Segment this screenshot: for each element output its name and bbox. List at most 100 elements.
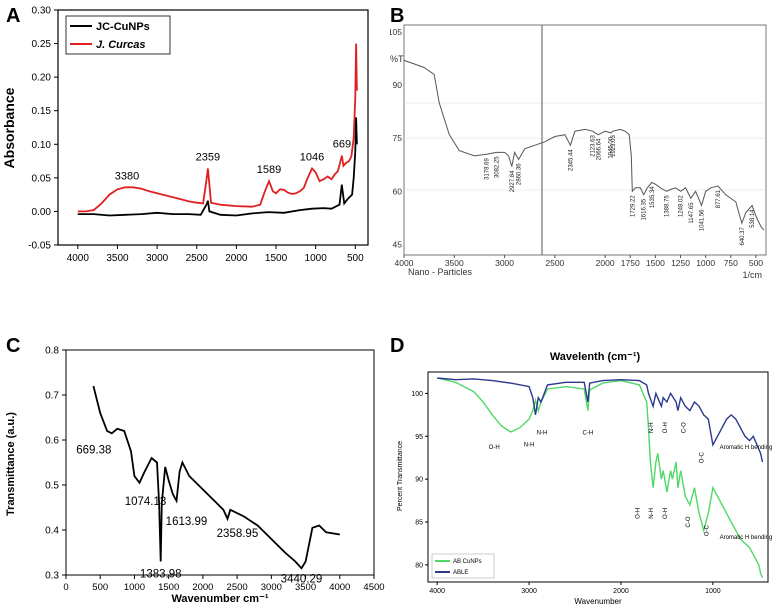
- series-group-a: [77, 43, 358, 217]
- axis-ticks-b: 4000 3500 3000 2500 2000 1750 1500 1250 1000 750 5…: [390, 27, 763, 268]
- peak-label-b: 1945.00: [609, 136, 615, 158]
- x-tick-label-b: 2000: [596, 258, 615, 268]
- series-group-c: [92, 385, 340, 570]
- chart-panel-b: B 4000 3500 3000 2500 2000 1750 1500 1250 1000 75…: [390, 5, 767, 280]
- series-line-transmittance: [92, 385, 340, 570]
- axis-ticks-c: 0 500 1000 1500 2000 2500 3000 3500 4000 4500 0.3 0…: [45, 346, 384, 594]
- peak-label-b: 2066.64: [596, 138, 602, 160]
- legend-label-jc-cunps: JC-CuNPs: [96, 21, 150, 33]
- annotation-d: N-H: [649, 508, 655, 519]
- annotation-d: O-H: [489, 445, 500, 451]
- axis-ticks-d: 4000 3000 2000 1000 100 95 90 85 80: [411, 391, 720, 595]
- x-tick-label-c: 3000: [261, 582, 282, 593]
- legend-a: JC-CuNPs J. Curcas: [65, 15, 171, 55]
- peak-label-b: 3082.25: [494, 156, 500, 178]
- annotation-d: Aromatic H bending: [720, 535, 773, 541]
- y-tick-label-d: 100: [411, 391, 423, 398]
- x-tick-label-c: 2000: [192, 582, 213, 593]
- peak-label-b: 1535.34: [650, 186, 656, 208]
- x-tick-label-a: 1000: [305, 253, 328, 264]
- y-axis-label-c: Transmittance (a.u.): [5, 412, 17, 516]
- series-line-j-curcas: [77, 43, 358, 213]
- y-tick-label-b: 45: [393, 239, 403, 249]
- footer-label-b: Nano - Particles: [408, 267, 473, 277]
- axis-frame-d: [427, 371, 769, 583]
- y-tick-label-a: 0.20: [32, 73, 52, 84]
- y-tick-label-d: 85: [415, 520, 423, 527]
- peak-label-b: 877.61: [716, 189, 722, 208]
- series-group-d: [437, 377, 764, 578]
- y-tick-label-c: 0.8: [45, 346, 59, 357]
- peak-label-b: 1147.65: [689, 202, 695, 224]
- peak-label-b: 3178.69: [485, 158, 491, 180]
- x-tick-label-c: 4500: [363, 582, 384, 593]
- peak-label-a: 2359: [196, 151, 220, 163]
- series-line-able: [437, 377, 764, 463]
- y-tick-label-c: 0.4: [45, 526, 59, 537]
- x-tick-label-b: 4000: [395, 258, 414, 268]
- axis-frame-a: [57, 9, 369, 246]
- peak-label-b: 1923.03: [611, 135, 617, 157]
- y-tick-label-b: 60: [393, 186, 403, 196]
- peak-label-c: 1613.99: [166, 516, 208, 528]
- annotation-d: C-H: [583, 431, 594, 437]
- legend-label-j-curcas: J. Curcas: [96, 39, 146, 51]
- x-tick-label-c: 1500: [158, 582, 179, 593]
- x-tick-label-c: 500: [92, 582, 108, 593]
- annotation-d: O-H: [635, 508, 641, 519]
- y-tick-label-a: 0.00: [32, 207, 52, 218]
- y-tick-label-c: 0.5: [45, 481, 59, 492]
- y-tick-label-b: 105: [390, 27, 402, 37]
- y-tick-label-c: 0.7: [45, 391, 59, 402]
- annotation-d: O-H: [663, 508, 669, 519]
- y-tick-label-c: 0.3: [45, 571, 59, 582]
- x-tick-label-b: 1750: [621, 258, 640, 268]
- legend-label-ab-cunps: AB CuNPs: [453, 559, 482, 565]
- annotation-d: O-H: [663, 422, 669, 433]
- peak-label-c: 669.38: [76, 444, 111, 456]
- x-tick-label-b: 2500: [545, 258, 564, 268]
- x-tick-label-a: 4000: [67, 253, 90, 264]
- y-tick-label-a: 0.10: [32, 140, 52, 151]
- series-line-nano-particles: [403, 59, 765, 231]
- peak-label-b: 2123.63: [591, 135, 597, 157]
- chart-title-d: Wavelenth (cm⁻¹): [550, 351, 641, 363]
- x-tick-label-d: 3000: [521, 588, 537, 595]
- series-line-jc-cunps: [77, 117, 358, 217]
- series-line-ab-cunps: [437, 377, 764, 578]
- annotation-d: O-C: [704, 524, 710, 536]
- x-tick-label-c: 1000: [124, 582, 145, 593]
- x-tick-label-d: 2000: [613, 588, 629, 595]
- legend-d: AB CuNPs ABLE: [431, 553, 495, 579]
- x-tick-label-c: 4000: [329, 582, 350, 593]
- peak-label-c: 2358.95: [217, 528, 259, 540]
- peak-label-c: 1383.98: [140, 569, 182, 581]
- x-axis-label-d: Wavenumber: [574, 597, 622, 606]
- peak-label-a: 669: [333, 139, 351, 151]
- peak-label-c: 1074.13: [125, 496, 167, 508]
- axis-frame-b: [403, 24, 767, 256]
- axis-ticks-a: 4000 3500 3000 2500 2000 1500 1000 500 -0.05 0.00…: [28, 6, 364, 265]
- x-tick-label-d: 1000: [705, 588, 721, 595]
- x-tick-label-d: 4000: [429, 588, 445, 595]
- panel-label-d: D: [390, 335, 404, 357]
- x-tick-label-b: 750: [724, 258, 738, 268]
- y-tick-label-a: 0.30: [32, 6, 52, 17]
- peak-labels-b: 3178.69 3082.25 2927.84 2860.36 2345.44 2123.…: [485, 135, 757, 246]
- x-tick-label-b: 3000: [495, 258, 514, 268]
- x-tick-label-b: 3500: [445, 258, 464, 268]
- y-tick-label-a: 0.25: [32, 39, 52, 50]
- x-tick-label-a: 3000: [146, 253, 169, 264]
- y-tick-label-a: 0.05: [32, 173, 52, 184]
- chart-panel-c: C 0 500 1000 1500 2000 2500 3000 3500 4000 4500 0.…: [5, 335, 385, 605]
- x-tick-label-b: 1250: [671, 258, 690, 268]
- chart-panel-d: D Wavelenth (cm⁻¹) 4000 3000 2000 1000 100 95…: [390, 335, 773, 606]
- y-tick-label-a: 0.15: [32, 106, 52, 117]
- y-tick-label-d: 95: [415, 434, 423, 441]
- series-group-b: [403, 59, 765, 231]
- y-tick-label-b: 90: [393, 80, 403, 90]
- x-tick-label-c: 0: [63, 582, 68, 593]
- x-tick-label-a: 1500: [265, 253, 288, 264]
- x-axis-unit-b: 1/cm: [742, 270, 762, 280]
- y-tick-label-d: 90: [415, 477, 423, 484]
